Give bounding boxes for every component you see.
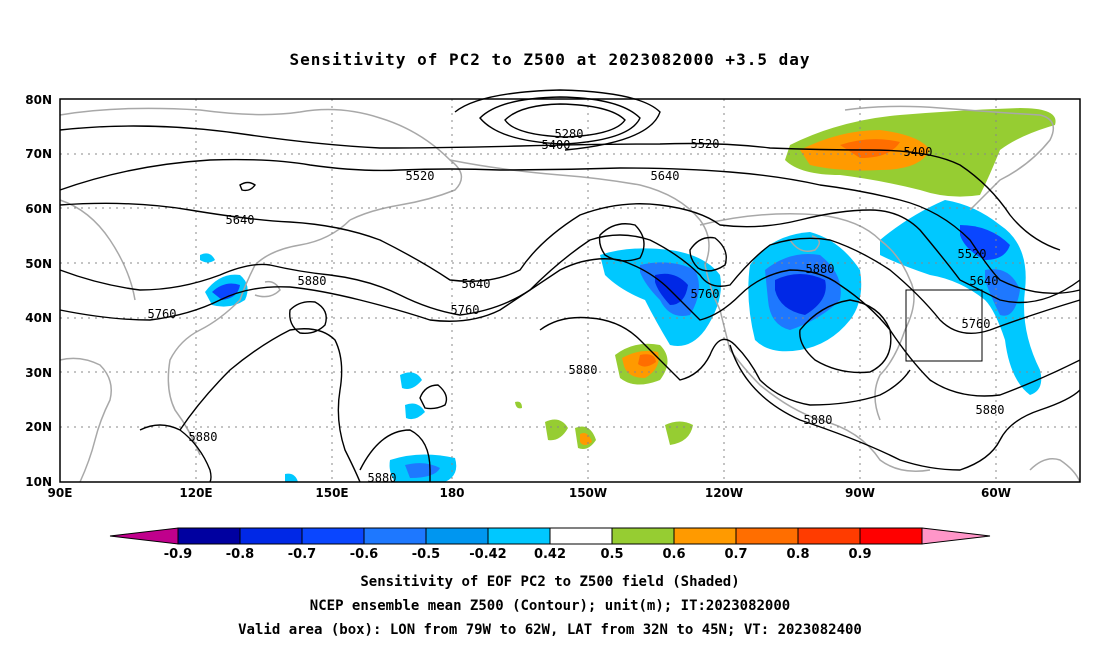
contour-label: 5280	[555, 127, 584, 141]
lon-label: 120W	[705, 486, 743, 500]
contour-label: 5640	[462, 277, 491, 291]
contour-label: 5400	[904, 145, 933, 159]
contour-label: 5760	[691, 287, 720, 301]
colorbar-segment	[109, 527, 179, 545]
lat-label: 80N	[25, 93, 52, 107]
lon-label: 150W	[569, 486, 607, 500]
colorbar-segment	[735, 527, 799, 545]
colorbar: -0.9 -0.8 -0.7 -0.6 -0.5 -0.42 0.42 0.5 0.6 0.7 0.…	[109, 527, 991, 562]
colorbar-segment	[425, 527, 489, 545]
map-panel: 5280 5400 5520 5400 5520 5640 5640 5520 …	[59, 89, 1081, 485]
valid-area-box	[905, 289, 983, 362]
contour-label: 5400	[542, 138, 571, 152]
lat-label: 20N	[25, 420, 52, 434]
contour-label: 5760	[451, 303, 480, 317]
contour-label: 5640	[970, 274, 999, 288]
contour-label: 5880	[189, 430, 218, 444]
colorbar-segment	[921, 527, 991, 545]
lat-label: 40N	[25, 311, 52, 325]
colorbar-label: 0.9	[848, 547, 871, 562]
caption-line-2: NCEP ensemble mean Z500 (Contour); unit(…	[309, 598, 791, 614]
colorbar-label: 0.5	[600, 547, 623, 562]
map-frame	[59, 98, 1081, 483]
contour-label: 5880	[298, 274, 327, 288]
graticule	[60, 99, 1080, 482]
colorbar-label: -0.8	[226, 547, 254, 562]
colorbar-label: -0.6	[350, 547, 378, 562]
contour-label: 5520	[958, 247, 987, 261]
colorbar-label: 0.7	[724, 547, 747, 562]
lat-label: 70N	[25, 147, 52, 161]
contour-label: 5760	[962, 317, 991, 331]
contour-label: 5880	[806, 262, 835, 276]
lat-label: 60N	[25, 202, 52, 216]
caption-line-3: Valid area (box): LON from 79W to 62W, L…	[238, 622, 862, 638]
contour-label: 5880	[976, 403, 1005, 417]
colorbar-segment	[363, 527, 427, 545]
contour-labels: 5280 5400 5520 5400 5520 5640 5640 5520 …	[148, 127, 1005, 485]
contour-label: 5880	[804, 413, 833, 427]
lat-label: 10N	[25, 475, 52, 489]
contour-label: 5640	[226, 213, 255, 227]
contour-label: 5640	[651, 169, 680, 183]
z500-contours	[59, 89, 1081, 483]
lon-label: 180	[439, 486, 464, 500]
colorbar-label: 0.8	[786, 547, 809, 562]
contour-label: 5760	[148, 307, 177, 321]
colorbar-segment	[549, 527, 613, 545]
lat-label: 30N	[25, 366, 52, 380]
colorbar-segment	[797, 527, 861, 545]
lon-label: 120E	[179, 486, 212, 500]
colorbar-segment	[301, 527, 365, 545]
lon-label: 150E	[315, 486, 348, 500]
colorbar-label: 0.42	[534, 547, 566, 562]
colorbar-segment	[239, 527, 303, 545]
colorbar-segment	[487, 527, 551, 545]
lat-label: 50N	[25, 257, 52, 271]
contour-label: 5880	[368, 471, 397, 485]
lon-label: 90W	[845, 486, 875, 500]
lon-label: 60W	[981, 486, 1011, 500]
contour-label: 5520	[691, 137, 720, 151]
contour-label: 5520	[406, 169, 435, 183]
contour-label: 5880	[569, 363, 598, 377]
colorbar-segment	[611, 527, 675, 545]
lat-axis: 80N 70N 60N 50N 40N 30N 20N 10N	[25, 93, 52, 489]
colorbar-label: 0.6	[662, 547, 685, 562]
colorbar-label: -0.5	[412, 547, 440, 562]
lon-axis: 90E 120E 150E 180 150W 120W 90W 60W	[48, 486, 1011, 500]
caption-line-1: Sensitivity of EOF PC2 to Z500 field (Sh…	[360, 574, 740, 590]
colorbar-segment	[177, 527, 241, 545]
colorbar-label: -0.7	[288, 547, 316, 562]
colorbar-segment	[859, 527, 923, 545]
colorbar-segment	[673, 527, 737, 545]
map-title: Sensitivity of PC2 to Z500 at 2023082000…	[289, 50, 811, 69]
colorbar-label: -0.42	[469, 547, 506, 562]
colorbar-label: -0.9	[164, 547, 192, 562]
lon-label: 90E	[48, 486, 73, 500]
